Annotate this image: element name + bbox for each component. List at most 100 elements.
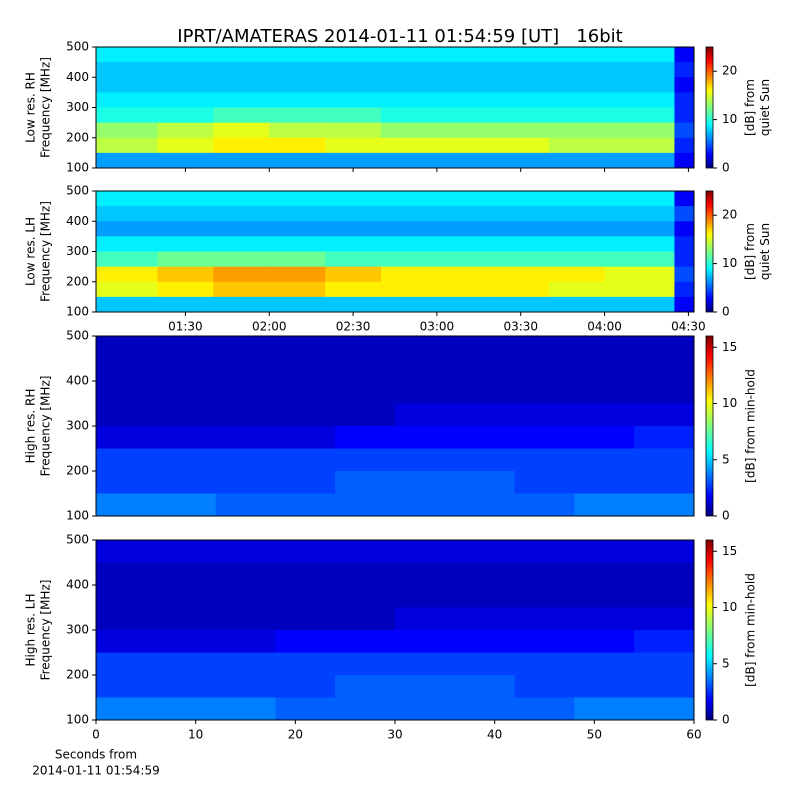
colorbar-tick-label: 0 [722,305,730,319]
heatmap-cell [436,281,494,298]
heatmap-cell [155,652,217,676]
heatmap-cell [155,448,217,472]
heatmap-cell [514,630,575,653]
heatmap-cell [381,152,438,169]
heatmap-cell [325,137,382,154]
heatmap-cell [548,206,606,222]
heatmap-cell [155,336,217,359]
heatmap-cell [275,403,336,427]
heatmap-cell [548,137,606,154]
y-tick-label: 200 [66,274,89,288]
heatmap-cell [574,630,635,653]
heatmap-cell [325,206,382,222]
heatmap-cell [436,221,494,237]
colorbar-tick-label: 15 [722,340,737,354]
heatmap-cell [213,281,270,298]
heatmap-cell [674,77,695,93]
y-tick-label: 100 [66,713,89,727]
y-tick-label: 200 [66,130,89,144]
heatmap-cell [335,607,396,631]
colorbar-label: [dB] from [743,223,757,280]
heatmap-cell [514,675,575,698]
heatmap-cell [325,77,382,93]
heatmap-cell [604,92,675,108]
heatmap-cell [96,62,158,78]
heatmap-cell [492,296,550,313]
y-axis-label: High res. RH [24,389,38,464]
heatmap-cell [269,77,326,93]
y-tick-label: 500 [66,329,89,343]
heatmap-cell [96,585,157,608]
colorbar [705,539,714,721]
heatmap-cell [213,122,270,139]
heatmap-cell [325,191,382,207]
heatmap-cell [275,630,336,653]
heatmap-cell [215,675,276,698]
heatmap-cell [335,448,396,472]
heatmap-cell [436,191,494,207]
heatmap-cell [634,358,695,382]
heatmap-cell [454,585,516,608]
heatmap-cell [157,206,214,222]
heatmap-cell [548,122,606,139]
heatmap-cell [335,630,396,653]
heatmap-cell [514,540,575,563]
colorbar-label: quiet Sun [758,223,772,280]
heatmap-cell [634,336,695,359]
y-tick-label: 300 [66,623,89,637]
heatmap-cell [155,630,217,653]
heatmap-cell [155,471,217,494]
y-axis-label: Frequency [MHz] [39,376,53,477]
heatmap-cell [335,540,396,563]
heatmap-cell [215,562,276,586]
heatmap-cell [436,62,494,78]
y-tick-label: 100 [66,509,89,523]
heatmap-cell [157,92,214,108]
heatmap-cell [454,471,516,494]
heatmap-cell [275,697,336,721]
colorbar-label: quiet Sun [758,79,772,136]
heatmap-cell [574,426,635,449]
heatmap-cell [674,92,695,108]
heatmap-cell [213,47,270,63]
heatmap-cell [325,122,382,139]
heatmap-cell [215,493,276,517]
heatmap-cell [395,448,456,472]
heatmap-cell [325,251,382,268]
heatmap-cell [96,137,158,154]
heatmap-cell [574,403,635,427]
x-tick-label: 20 [288,728,303,742]
heatmap-cell [454,448,516,472]
heatmap-cell [604,266,675,283]
heatmap-cell [492,152,550,169]
heatmap-cell [395,426,456,449]
heatmap-cell [213,251,270,268]
heatmap-cell [155,426,217,449]
y-tick-label: 500 [66,533,89,547]
heatmap-cell [96,266,158,283]
heatmap-cell [325,221,382,237]
heatmap-cell [436,296,494,313]
heatmap-cell [492,206,550,222]
heatmap-cell [514,403,575,427]
heatmap-cell [395,585,456,608]
heatmap-cell [157,236,214,252]
heatmap-cell [275,607,336,631]
y-tick-label: 300 [66,419,89,433]
heatmap-cell [381,191,438,207]
heatmap-cell [492,221,550,237]
heatmap-cell [436,122,494,139]
heatmap-cell [215,381,276,404]
heatmap-cell [155,403,217,427]
heatmap-cell [604,77,675,93]
colorbar-tick-label: 0 [722,713,730,727]
heatmap-cell [454,697,516,721]
colorbar [705,190,714,313]
heatmap-cell [269,296,326,313]
heatmap-cell [275,448,336,472]
heatmap-cell [604,206,675,222]
heatmap-cell [436,236,494,252]
heatmap-cell [213,206,270,222]
y-axis-label: Frequency [MHz] [39,580,53,681]
heatmap-cell [514,562,575,586]
